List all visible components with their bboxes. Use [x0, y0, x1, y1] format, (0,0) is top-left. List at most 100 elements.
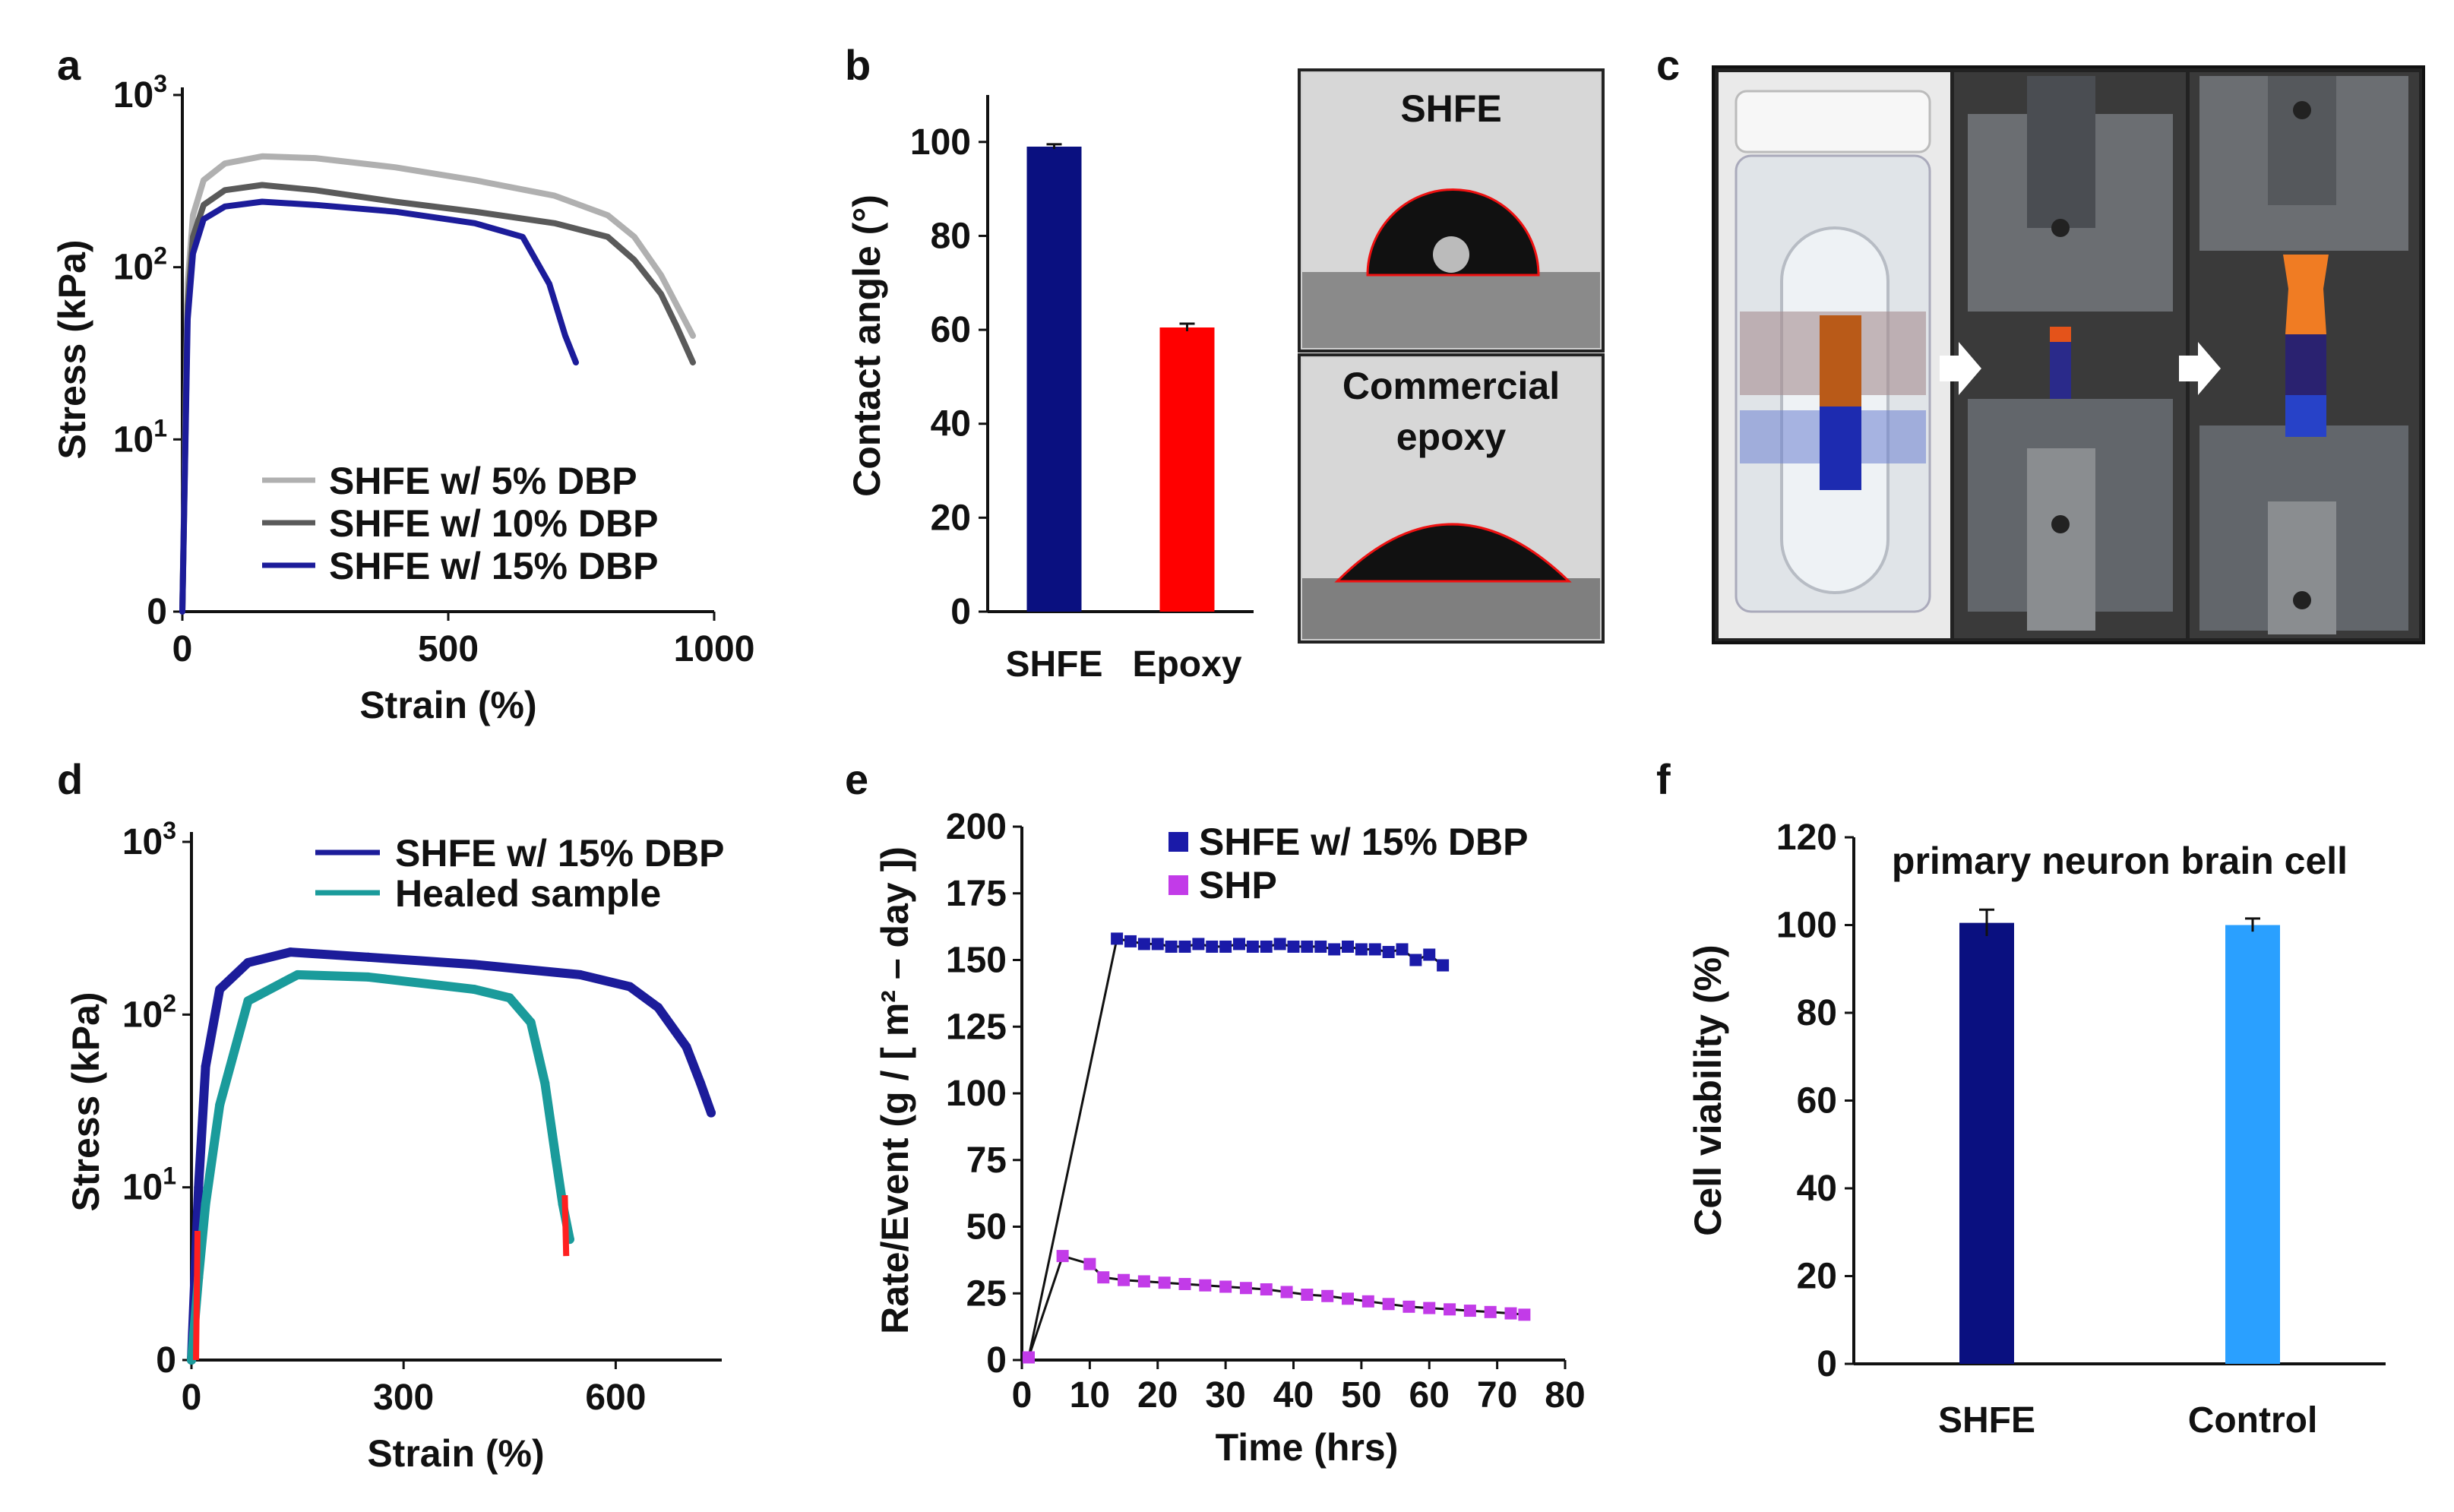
d-y-label: Stress (kPa) [65, 992, 107, 1211]
panel-label-f: f [1656, 755, 1671, 803]
e-series-1-point [1301, 940, 1314, 953]
e-legend-swatch-2 [1168, 875, 1188, 895]
a-y-tick-label: 102 [113, 242, 167, 288]
a-y-tick-label: 101 [113, 414, 167, 460]
d-series-1-point [363, 952, 373, 962]
b-y-tick-label: 100 [910, 122, 971, 163]
e-series-2-point [1022, 1351, 1035, 1364]
e-series-2-point [1199, 1279, 1212, 1292]
a-y-tick-label: 103 [113, 70, 167, 115]
e-series-1-point [1355, 943, 1368, 956]
d-series-1-point [286, 947, 296, 957]
e-series-2-point [1158, 1276, 1171, 1289]
grip1-top-clamp [2027, 76, 2095, 228]
panel-label-b: b [845, 41, 871, 89]
d-legend-label-1: SHFE w/ 15% DBP [395, 832, 724, 875]
b-y-tick-label: 20 [931, 498, 971, 538]
a-y-tick-label: 0 [147, 592, 167, 632]
photo-epoxy-label-2: epoxy [1396, 416, 1507, 458]
d-series-1-point [707, 1108, 716, 1118]
d-end-segment [561, 1194, 570, 1257]
d-series-2-point [293, 970, 302, 979]
e-series-1-point [1437, 959, 1450, 972]
e-series-2-point [1423, 1302, 1436, 1314]
f-y-tick-label: 20 [1797, 1257, 1837, 1297]
a-series-3-line [179, 198, 579, 615]
photo-shfe-label: SHFE [1400, 87, 1501, 130]
f-y-tick-label: 120 [1776, 818, 1837, 858]
f-y-tick-label: 40 [1797, 1169, 1837, 1209]
e-series-2-point [1239, 1282, 1252, 1295]
arrow-right-icon-2 [2179, 342, 2221, 395]
grip1-bolt-icon [2051, 219, 2070, 237]
b-y-tick-label: 80 [931, 216, 971, 256]
e-series-1-point [1151, 938, 1164, 951]
e-series-2-point [1097, 1271, 1110, 1284]
d-series-2-point [201, 1199, 210, 1209]
a-y-label: Stress (kPa) [51, 239, 93, 459]
d-series-2-point [363, 972, 373, 982]
photo-shfe-substrate [1302, 272, 1600, 348]
e-series-2-point [1321, 1289, 1334, 1302]
a-x-tick-label: 1000 [674, 629, 755, 669]
b-category-label: SHFE [1005, 644, 1102, 685]
grip2-sample-blue [2285, 395, 2326, 437]
f-y-tick-label: 60 [1797, 1081, 1837, 1121]
e-series-2-point [1504, 1307, 1517, 1320]
photo-shfe-droplet [1366, 188, 1540, 277]
panel-label-a: a [57, 41, 81, 89]
e-series-2-point [1301, 1289, 1314, 1302]
a-x-tick-label: 500 [418, 629, 479, 669]
e-x-tick-label: 50 [1341, 1375, 1381, 1416]
sample-blue-icon [1820, 406, 1861, 490]
d-y-tick-label: 103 [122, 817, 176, 862]
panel-label-e: e [845, 755, 868, 803]
e-series-1-point [1368, 943, 1381, 956]
f-bar-control [2225, 925, 2280, 1364]
f-y-label: Cell viability (%) [1687, 944, 1729, 1235]
arrow-right-icon-1 [1940, 342, 1981, 395]
d-x-tick-label: 0 [182, 1378, 202, 1418]
e-series-1-point [1246, 940, 1259, 953]
d-series-2-line [187, 970, 574, 1365]
e-x-tick-label: 30 [1205, 1375, 1245, 1416]
e-y-tick-label: 50 [966, 1207, 1007, 1248]
e-series-1-point [1328, 943, 1341, 956]
photo-epoxy-label-1: Commercial [1342, 365, 1560, 407]
d-series-2-point [243, 996, 253, 1006]
e-series-2-point [1083, 1257, 1096, 1270]
grip2-sample-orange [2283, 255, 2329, 334]
d-series-1-point [243, 957, 253, 967]
d-series-1-point [194, 1182, 204, 1192]
grip2-top-clamp [2268, 76, 2336, 205]
e-series-1-point [1273, 938, 1286, 951]
grip2-bolt-icon [2293, 101, 2311, 119]
a-series-2-line [179, 182, 696, 615]
e-series-1-point [1382, 945, 1395, 958]
e-y-tick-label: 25 [966, 1273, 1007, 1314]
d-series-1-point [696, 1078, 706, 1088]
e-y-tick-label: 75 [966, 1140, 1007, 1181]
panel-label-c: c [1656, 41, 1680, 89]
e-series-1-point [1111, 932, 1124, 945]
b-y-tick-label: 40 [931, 404, 971, 444]
e-series-1-point [1192, 938, 1205, 951]
e-x-tick-label: 80 [1545, 1375, 1585, 1416]
d-series-2-point [470, 985, 479, 995]
e-series-1-point [1287, 940, 1300, 953]
e-x-tick-label: 10 [1070, 1375, 1110, 1416]
e-series-2-point [1280, 1286, 1293, 1298]
a-x-label: Strain (%) [359, 684, 536, 726]
vial-cap-icon [1735, 90, 1931, 153]
e-series-2-point [1137, 1275, 1150, 1288]
grip1-bolt2-icon [2051, 515, 2070, 533]
d-x-tick-label: 600 [585, 1378, 646, 1418]
a-legend-label-3: SHFE w/ 15% DBP [329, 545, 658, 587]
e-x-tick-label: 60 [1409, 1375, 1450, 1416]
chart-f: 0 20 40 60 80 100 120 SHFE Control primary neur… [1687, 818, 2386, 1441]
f-y-tick-label: 0 [1817, 1344, 1837, 1384]
d-series-1-point [470, 960, 479, 970]
e-x-tick-label: 0 [1012, 1375, 1033, 1416]
e-series-1-point [1409, 954, 1422, 966]
e-y-label: Rate/Event (g / [ m² – day ]) [874, 846, 916, 1334]
